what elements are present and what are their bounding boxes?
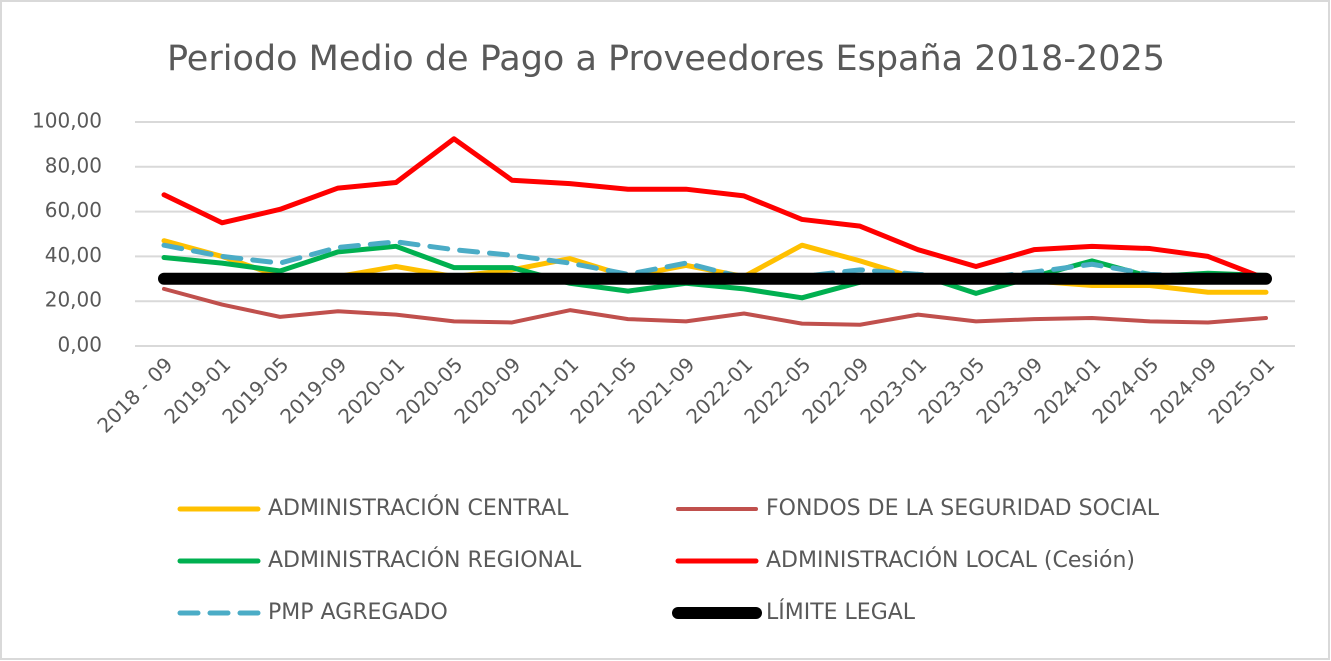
legend-label: PMP AGREGADO — [268, 600, 448, 625]
legend-label: ADMINISTRACIÓN LOCAL (Cesión) — [766, 547, 1135, 573]
y-tick-label: 100,00 — [32, 109, 102, 133]
y-tick-label: 40,00 — [45, 243, 102, 267]
series-line — [162, 286, 1268, 327]
legend-label: ADMINISTRACIÓN CENTRAL — [268, 495, 569, 521]
legend-label: LÍMITE LEGAL — [766, 599, 916, 625]
y-tick-label: 80,00 — [45, 153, 102, 177]
legend-label: FONDOS DE LA SEGURIDAD SOCIAL — [766, 496, 1160, 521]
y-tick-label: 60,00 — [45, 198, 102, 222]
y-tick-label: 0,00 — [57, 333, 102, 357]
y-tick-label: 20,00 — [45, 288, 102, 312]
chart-title: Periodo Medio de Pago a Proveedores Espa… — [167, 39, 1165, 79]
series-line — [161, 239, 1269, 282]
series-line — [161, 136, 1269, 282]
legend-label: ADMINISTRACIÓN REGIONAL — [268, 547, 582, 573]
